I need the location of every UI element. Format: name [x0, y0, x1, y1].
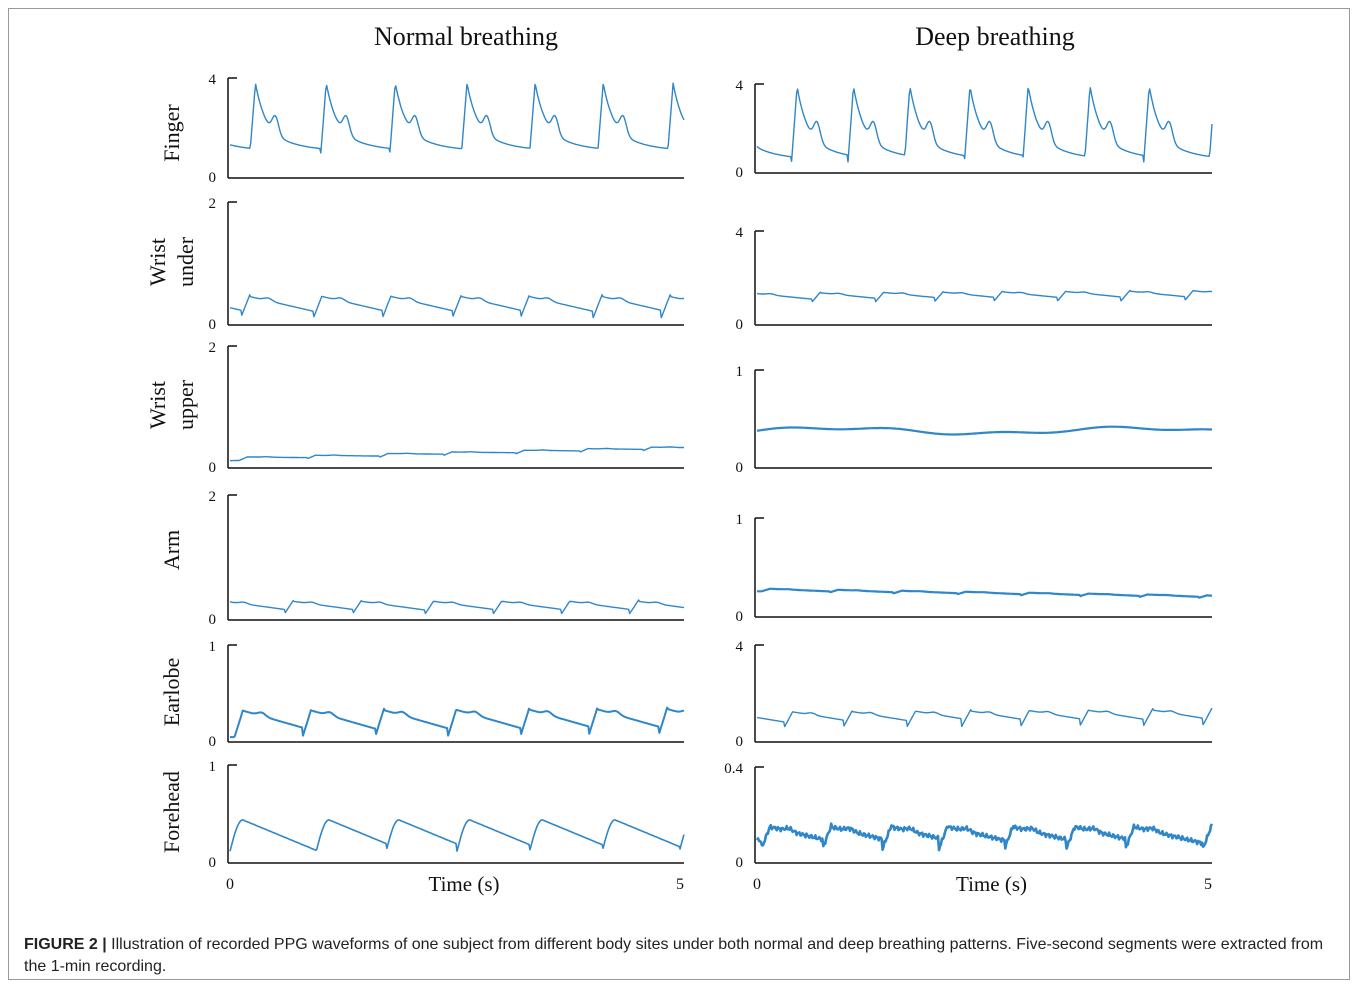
row-label: upper: [173, 379, 198, 430]
y-tick-label: 0: [736, 734, 744, 750]
y-tick-label: 0.4: [724, 761, 743, 777]
row-label: under: [173, 236, 198, 287]
row-label: Finger: [159, 104, 184, 162]
y-tick-label: 0: [209, 855, 217, 871]
y-tick-label: 1: [209, 759, 217, 775]
y-tick-label: 0: [736, 460, 744, 476]
y-tick-label: 0: [209, 734, 217, 750]
column-title: Deep breathing: [915, 22, 1075, 51]
x-tick-label: 5: [1204, 876, 1212, 893]
ppg-waveform: [755, 822, 1214, 852]
row-label: Earlobe: [159, 658, 184, 726]
x-tick-label: 0: [226, 876, 234, 893]
y-tick-label: 1: [736, 512, 744, 528]
column-title: Normal breathing: [374, 22, 558, 51]
ppg-waveform: [230, 706, 685, 739]
figure-caption: FIGURE 2 | Illustration of recorded PPG …: [24, 934, 1340, 978]
ppg-waveform: [756, 587, 1213, 599]
ppg-waveform: [229, 819, 685, 853]
y-tick-label: 4: [736, 639, 744, 655]
y-tick-label: 0: [209, 317, 217, 333]
y-tick-label: 1: [736, 364, 744, 380]
x-tick-label: 5: [676, 876, 684, 893]
y-tick-label: 0: [209, 460, 217, 476]
ppg-waveform: [229, 294, 685, 319]
ppg-waveform: [756, 289, 1212, 303]
row-label: Forehead: [159, 771, 184, 853]
ppg-waveform: [229, 599, 685, 615]
y-tick-label: 0: [209, 170, 217, 186]
y-tick-label: 0: [209, 612, 217, 628]
y-tick-label: 2: [209, 340, 217, 356]
ppg-waveform: [756, 707, 1213, 728]
y-tick-label: 2: [209, 196, 217, 212]
caption-text: Illustration of recorded PPG waveforms o…: [24, 936, 1324, 975]
x-tick-label: 0: [753, 876, 761, 893]
y-tick-label: 1: [209, 639, 217, 655]
row-label: Arm: [159, 530, 184, 570]
ppg-waveform: [229, 82, 685, 154]
y-tick-label: 0: [736, 609, 744, 625]
y-tick-label: 4: [736, 78, 744, 94]
caption-label: FIGURE 2 |: [24, 936, 107, 953]
ppg-waveform: [756, 87, 1213, 163]
row-label: Wrist: [145, 238, 170, 286]
x-axis-label: Time (s): [956, 872, 1027, 896]
y-tick-label: 0: [736, 317, 744, 333]
y-tick-label: 2: [209, 489, 217, 505]
ppg-waveform: [756, 425, 1213, 436]
x-axis-label: Time (s): [429, 872, 500, 896]
y-tick-label: 0: [736, 855, 744, 871]
y-tick-label: 0: [736, 165, 744, 181]
row-label: Wrist: [145, 381, 170, 429]
ppg-waveform: [230, 446, 685, 462]
y-tick-label: 4: [736, 225, 744, 241]
figure-frame: [8, 8, 1350, 980]
y-tick-label: 4: [209, 72, 217, 88]
